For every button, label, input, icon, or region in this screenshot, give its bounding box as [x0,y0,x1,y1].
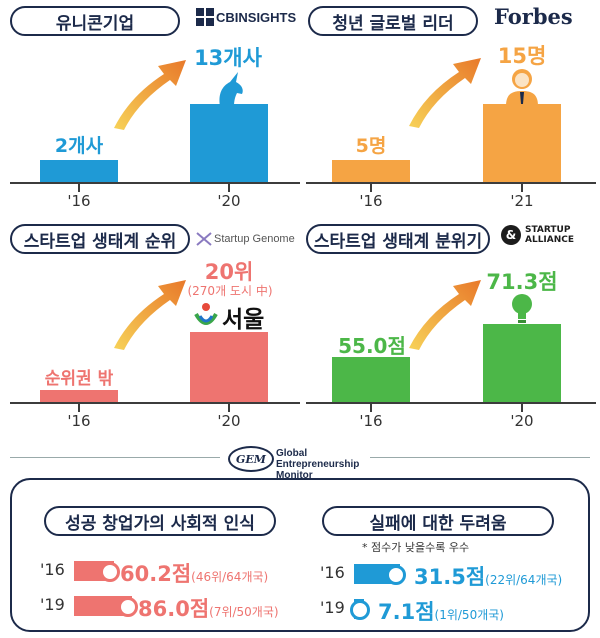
bar-mood-2020 [483,324,561,402]
forbes-logo: Forbes [494,4,573,29]
bar-unicorn-2020 [190,104,268,182]
panel3-tick-1 [78,404,80,412]
bar-unicorn-2016 [40,160,118,182]
startup-genome-logo: Startup Genome [196,232,295,246]
label-mood-2020: 71.3점 [486,270,558,294]
hbar-dot [350,600,370,620]
cbinsights-text: CBINSIGHTS [216,9,297,25]
panel4-baseline [306,402,596,404]
panel2-title: 청년 글로벌 리더 [308,6,478,36]
hbar-recognition-2016 [74,561,120,582]
label-leader-2021: 15명 [497,44,547,68]
seoul-logo: 서울 [192,300,264,334]
growth-arrow-2 [409,58,481,128]
panel2-baseline [306,182,596,184]
startup-alliance-line1: STARTUP [525,225,571,235]
gem-logo-text: GEM [236,452,266,466]
bottom-panel-frame [10,478,590,632]
seoul-text: 서울 [222,307,265,333]
startup-alliance-icon: & [501,225,521,245]
bar-leader-2021 [483,104,561,182]
panel6-year-2: '19 [320,598,345,617]
hbar-dot [118,597,138,617]
gem-line2: Entrepreneurship [276,459,360,470]
gem-line3: Monitor [276,470,313,481]
rank-fear-2019: (1위/50개국) [434,608,504,622]
panel3-xlabel-2: '20 [217,412,241,430]
panel6-note: * 점수가 낮을수록 우수 [362,541,470,554]
label-fear-2016: 31.5점(22위/64개국) [414,565,563,589]
label-leader-2016: 5명 [355,135,387,157]
label-rank-2016: 순위권 밖 [44,369,114,389]
growth-arrow-1 [114,60,186,130]
panel4-tick-2 [521,404,523,412]
hbar-dot [386,565,406,585]
gem-logo: GEM [228,446,274,472]
panel3-baseline [10,402,300,404]
seoul-icon [194,303,218,325]
bar-leader-2016 [332,160,410,182]
hbar-fear-2016 [354,564,406,585]
person-icon [506,69,538,106]
panel4-title: 스타트업 생태계 분위기 [306,224,490,254]
startup-genome-text: Startup Genome [214,233,295,245]
label-fear-2019: 7.1점(1위/50개국) [378,600,504,624]
panel5-year-1: '16 [40,560,65,579]
panel1-tick-1 [78,184,80,192]
unicorn-icon [219,72,243,106]
panel4-tick-1 [370,404,372,412]
bar-rank-2016 [40,390,118,402]
label-unicorn-2020: 13개사 [194,46,262,70]
label-rank-sub: (270개 도시 中) [187,284,273,298]
startup-alliance-line2: ALLIANCE [525,235,575,245]
cbinsights-icon [196,8,214,26]
panel1-tick-2 [228,184,230,192]
panel2-xlabel-2: '21 [510,192,534,210]
startup-alliance-logo: & STARTUP ALLIANCE [500,224,574,246]
label-recognition-2019: 86.0점(7위/50개국) [138,597,279,621]
panel2-xlabel-1: '16 [359,192,383,210]
panel4-xlabel-2: '20 [510,412,534,430]
label-recognition-2016: 60.2점(46위/64개국) [120,562,269,586]
separator-line-left [10,457,220,458]
rank-recognition-2016: (46위/64개국) [191,570,269,584]
panel4-xlabel-1: '16 [359,412,383,430]
label-rank-2020: 20위 [204,260,254,284]
growth-arrow-3 [114,280,186,350]
bar-mood-2016 [332,357,410,402]
panel6-year-1: '16 [320,563,345,582]
svg-text:&: & [506,228,516,242]
separator-line-right [370,457,590,458]
hbar-recognition-2019 [74,596,138,617]
panel2-tick-2 [521,184,523,192]
lightbulb-icon [512,294,532,323]
label-mood-2016: 55.0점 [338,334,406,358]
hbar-fear-2019 [350,599,370,620]
panel1-xlabel-2: '20 [217,192,241,210]
genome-icon [196,232,212,246]
panel1-title: 유니콘기업 [10,6,180,36]
panel3-tick-2 [228,404,230,412]
bar-rank-2020 [190,332,268,402]
panel5-title: 성공 창업가의 사회적 인식 [44,506,276,536]
gem-fullname: Global Entrepreneurship Monitor [276,448,359,481]
panel3-title: 스타트업 생태계 순위 [10,224,190,254]
panel3-xlabel-1: '16 [67,412,91,430]
gem-line1: Global [276,448,308,459]
panel1-baseline [10,182,300,184]
cbinsights-logo: CBINSIGHTS [196,8,296,26]
panel6-title: 실패에 대한 두려움 [322,506,554,536]
panel2-tick-1 [370,184,372,192]
growth-arrow-4 [409,280,481,350]
rank-recognition-2019: (7위/50개국) [209,605,279,619]
hbar-dot [100,562,120,582]
rank-fear-2016: (22위/64개국) [485,573,563,587]
panel5-year-2: '19 [40,595,65,614]
panel1-xlabel-1: '16 [67,192,91,210]
label-unicorn-2016: 2개사 [54,135,104,157]
